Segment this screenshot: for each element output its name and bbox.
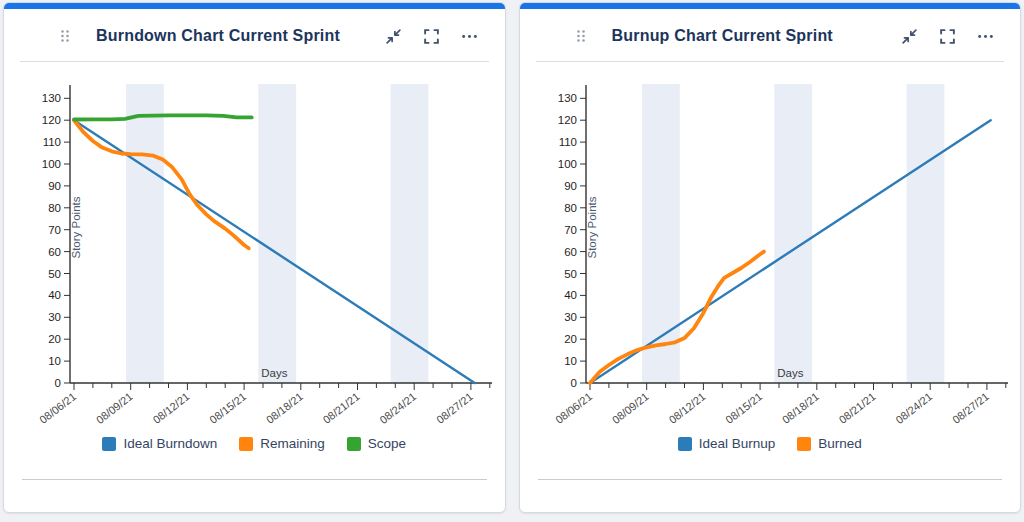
x-axis-title: Days [777, 367, 803, 379]
more-options-icon[interactable] [976, 27, 994, 45]
y-axis-tick-label: 90 [48, 180, 61, 192]
y-axis-tick-label: 100 [42, 158, 61, 170]
y-axis-tick-label: 0 [55, 377, 61, 389]
y-axis-tick-label: 120 [42, 114, 61, 126]
y-axis-tick-label: 10 [48, 355, 61, 367]
drag-handle-icon[interactable] [572, 27, 590, 45]
dashboard: Burndown Chart Current Sprint [0, 0, 1024, 515]
y-axis-tick-label: 20 [564, 333, 577, 345]
x-axis-tick-label: 08/06/21 [37, 390, 78, 426]
y-axis-tick-label: 130 [557, 92, 576, 104]
legend-item[interactable]: Ideal Burnup [678, 436, 776, 451]
widget-header: Burnup Chart Current Sprint [520, 9, 1021, 45]
x-axis-tick-label: 08/24/21 [377, 390, 418, 426]
x-axis-tick-label: 08/09/21 [609, 390, 650, 426]
x-axis-tick-label: 08/21/21 [836, 390, 877, 426]
weekend-band [906, 84, 944, 383]
legend-item[interactable]: Scope [347, 436, 406, 451]
x-axis-tick-label: 08/09/21 [94, 390, 135, 426]
legend-label: Burned [818, 436, 862, 451]
x-axis-tick-label: 08/15/21 [207, 390, 248, 426]
x-axis-tick-label: 08/12/21 [150, 390, 191, 426]
weekend-band [258, 84, 296, 383]
y-axis-title: Story Points [586, 196, 598, 258]
y-axis-tick-label: 60 [564, 246, 577, 258]
y-axis-tick-label: 50 [48, 268, 61, 280]
y-axis-tick-label: 30 [564, 311, 577, 323]
y-axis-tick-label: 50 [564, 268, 577, 280]
x-axis-title: Days [261, 367, 287, 379]
legend-swatch [239, 437, 253, 451]
burndown-widget: Burndown Chart Current Sprint [3, 2, 506, 513]
y-axis-tick-label: 120 [557, 114, 576, 126]
y-axis-tick-label: 60 [48, 246, 61, 258]
legend-item[interactable]: Burned [797, 436, 862, 451]
legend-item[interactable]: Ideal Burndown [102, 436, 217, 451]
x-axis-tick-label: 08/18/21 [264, 390, 305, 426]
x-axis-tick-label: 08/06/21 [553, 390, 594, 426]
legend-swatch [347, 437, 361, 451]
y-axis-tick-label: 40 [564, 289, 577, 301]
widget-title: Burndown Chart Current Sprint [96, 27, 340, 45]
widget-header: Burndown Chart Current Sprint [4, 9, 505, 45]
y-axis-tick-label: 80 [564, 202, 577, 214]
weekend-band [642, 84, 680, 383]
y-axis-tick-label: 130 [42, 92, 61, 104]
y-axis-tick-label: 30 [48, 311, 61, 323]
weekend-band [126, 84, 164, 383]
burnup-chart: 08/06/21 08/09/21 08/12/21 08/15/21 08/18/21… [534, 76, 1021, 432]
weekend-band [391, 84, 429, 383]
footer-divider [538, 479, 1003, 480]
collapse-icon[interactable] [900, 27, 918, 45]
header-divider [536, 61, 1005, 62]
chart-plot-area: 08/06/21 08/09/21 08/12/21 08/15/21 08/18/21… [18, 76, 500, 428]
y-axis-tick-label: 110 [43, 136, 61, 148]
x-axis-tick-label: 08/21/21 [321, 390, 362, 426]
legend-swatch [797, 437, 811, 451]
burnup-widget: Burnup Chart Current Sprint [519, 2, 1022, 513]
x-axis-tick-label: 08/18/21 [779, 390, 820, 426]
footer-divider [22, 479, 487, 480]
legend-swatch [678, 437, 692, 451]
legend: Ideal Burnup Burned [520, 436, 1021, 451]
fullscreen-icon[interactable] [938, 27, 956, 45]
more-options-icon[interactable] [461, 27, 479, 45]
legend-label: Scope [368, 436, 406, 451]
y-axis-tick-label: 100 [557, 158, 576, 170]
y-axis-tick-label: 110 [558, 136, 576, 148]
chart-plot-area: 08/06/21 08/09/21 08/12/21 08/15/21 08/18/21… [534, 76, 1016, 428]
collapse-icon[interactable] [385, 27, 403, 45]
legend-item[interactable]: Remaining [239, 436, 325, 451]
header-divider [20, 61, 489, 62]
drag-handle-icon[interactable] [56, 27, 74, 45]
legend-swatch [102, 437, 116, 451]
legend-label: Ideal Burndown [123, 436, 217, 451]
x-axis-tick-label: 08/27/21 [434, 390, 475, 426]
y-axis-tick-label: 70 [48, 224, 61, 236]
y-axis-title: Story Points [70, 196, 82, 258]
y-axis-tick-label: 70 [564, 224, 577, 236]
legend-label: Remaining [260, 436, 325, 451]
x-axis-tick-label: 08/12/21 [666, 390, 707, 426]
weekend-band [774, 84, 812, 383]
x-axis-tick-label: 08/24/21 [893, 390, 934, 426]
y-axis-tick-label: 80 [48, 202, 61, 214]
burndown-chart: 08/06/21 08/09/21 08/12/21 08/15/21 08/18/21… [18, 76, 505, 432]
fullscreen-icon[interactable] [423, 27, 441, 45]
x-axis-tick-label: 08/15/21 [723, 390, 764, 426]
y-axis-tick-label: 90 [564, 180, 577, 192]
y-axis-tick-label: 20 [48, 333, 61, 345]
y-axis-tick-label: 0 [570, 377, 576, 389]
widget-title: Burnup Chart Current Sprint [612, 27, 833, 45]
x-axis-tick-label: 08/27/21 [949, 390, 990, 426]
y-axis-tick-label: 10 [564, 355, 577, 367]
legend-label: Ideal Burnup [699, 436, 776, 451]
legend: Ideal Burndown Remaining Scope [4, 436, 505, 451]
y-axis-tick-label: 40 [48, 289, 61, 301]
